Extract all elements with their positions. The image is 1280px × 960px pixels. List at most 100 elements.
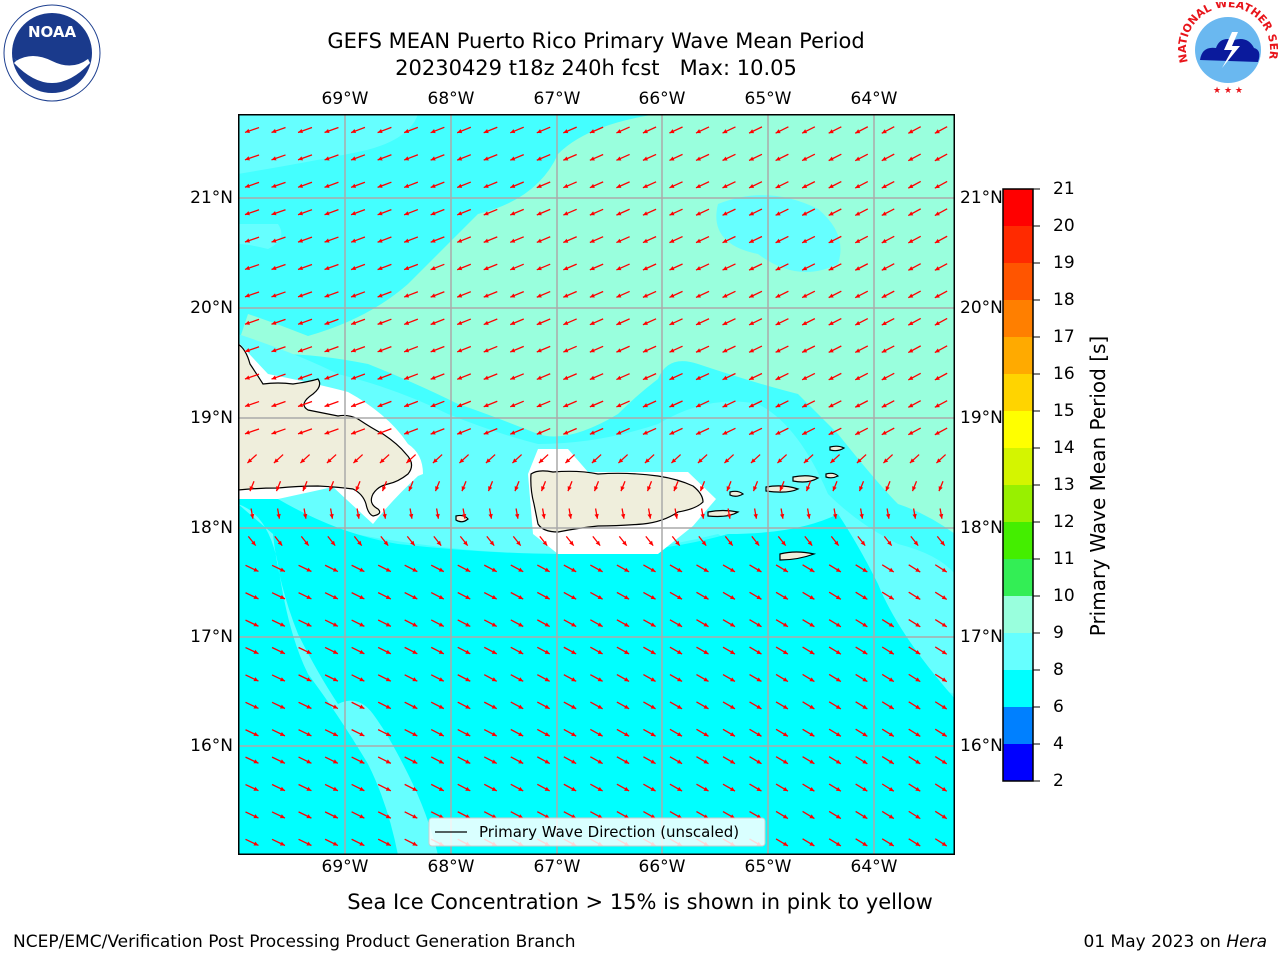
wave-direction-arrowhead (650, 786, 656, 792)
wave-direction-arrowhead (597, 622, 603, 627)
wave-direction-arrowhead (650, 814, 656, 819)
wave-direction-arrowhead (855, 293, 861, 298)
wave-direction-arrowhead (624, 704, 630, 709)
wave-direction-arrowhead (915, 814, 921, 819)
wave-direction-arrowhead (881, 403, 887, 408)
lon-label-top-69w: 69°W (321, 89, 369, 109)
wave-direction-arrowhead (775, 293, 781, 298)
colorbar-segment (1003, 300, 1033, 338)
wave-direction-arrowhead (622, 540, 627, 546)
lon-label-top-67w: 67°W (533, 89, 581, 109)
wave-direction-arrowhead (855, 430, 861, 435)
wave-direction-arrowhead (730, 814, 736, 819)
footer-credit: NCEP/EMC/Verification Post Processing Pr… (13, 932, 576, 952)
wave-direction-arrowhead (571, 814, 577, 819)
wave-direction-arrowhead (298, 128, 303, 134)
wave-direction-arrowhead (908, 184, 914, 189)
wave-direction-arrowhead (624, 677, 630, 682)
wave-direction-arrowhead (695, 293, 701, 298)
wave-direction-arrowhead (306, 814, 312, 819)
wave-direction-arrowhead (597, 595, 603, 600)
wave-direction-arrowhead (828, 403, 834, 408)
wave-direction-arrowhead (483, 430, 489, 435)
wave-direction-arrowhead (885, 513, 891, 519)
wave-direction-arrowhead (807, 540, 813, 546)
lon-label-bottom-64w: 64°W (850, 857, 898, 877)
wave-direction-arrowhead (298, 320, 303, 325)
wave-direction-arrowhead (624, 622, 630, 627)
wave-direction-arrowhead (941, 786, 947, 792)
wave-direction-arrowhead (860, 540, 866, 546)
wave-direction-arrowhead (934, 129, 940, 134)
wave-direction-arrowhead (650, 677, 656, 682)
wave-direction-arrowhead (491, 595, 497, 600)
wave-direction-arrowhead (888, 567, 894, 572)
wave-direction-arrowhead (722, 238, 728, 243)
wave-direction-arrowhead (669, 430, 675, 435)
wave-direction-arrowhead (650, 759, 656, 764)
wave-direction-arrowhead (541, 513, 546, 519)
wave-direction-arrowhead (536, 375, 542, 380)
wave-direction-arrowhead (775, 238, 781, 243)
wave-direction-arrowhead (941, 649, 947, 655)
wave-direction-arrowhead (410, 540, 415, 546)
wave-direction-arrowhead (359, 567, 365, 572)
wave-direction-arrowhead (359, 622, 365, 627)
wave-direction-arrowhead (351, 320, 357, 325)
wave-direction-arrowhead (908, 156, 914, 161)
wave-direction-arrowhead (457, 266, 463, 271)
wave-direction-arrowhead (908, 266, 914, 271)
wave-direction-arrowhead (536, 266, 542, 271)
wave-direction-arrowhead (624, 567, 630, 572)
legend-text: Primary Wave Direction (unscaled) (479, 823, 739, 841)
wave-direction-arrowhead (669, 183, 675, 188)
wave-direction-arrowhead (353, 458, 359, 464)
wave-direction-arrowhead (881, 184, 887, 189)
wave-direction-arrowhead (253, 649, 259, 654)
wave-direction-arrowhead (518, 649, 524, 654)
wave-direction-arrowhead (802, 321, 808, 325)
wave-direction-arrowhead (677, 704, 683, 709)
wave-direction-arrowhead (828, 430, 834, 435)
wave-direction-arrowhead (483, 320, 489, 325)
wave-direction-arrowhead (298, 375, 303, 380)
wave-direction-arrowhead (888, 622, 894, 627)
wave-direction-arrowhead (777, 458, 783, 464)
wave-direction-arrowhead (650, 704, 656, 709)
wave-direction-arrowhead (324, 320, 330, 325)
wave-direction-arrowhead (675, 540, 680, 546)
wave-direction-arrowhead (881, 156, 887, 161)
wave-direction-arrowhead (510, 183, 516, 188)
wave-direction-arrowhead (329, 486, 334, 492)
wave-direction-arrowhead (724, 458, 730, 464)
wave-direction-arrowhead (624, 786, 630, 791)
wave-direction-arrowhead (730, 786, 736, 792)
wave-direction-arrowhead (271, 430, 277, 435)
wave-direction-arrowhead (544, 595, 550, 600)
lat-label-right-21n: 21°N (960, 188, 1003, 208)
wave-direction-arrowhead (934, 375, 940, 380)
wave-direction-arrowhead (594, 486, 599, 492)
wave-direction-arrowhead (722, 348, 728, 353)
wave-direction-arrowhead (859, 486, 864, 492)
wave-direction-arrowhead (934, 266, 940, 271)
wave-direction-arrowhead (809, 732, 815, 737)
wave-direction-arrowhead (620, 486, 625, 492)
wave-direction-arrowhead (597, 567, 603, 572)
wave-direction-arrowhead (298, 430, 303, 435)
wave-direction-arrowhead (483, 266, 489, 271)
colorbar-tick-label: 19 (1053, 253, 1075, 273)
colorbar-segment (1003, 744, 1033, 782)
wave-direction-arrowhead (563, 266, 569, 271)
wave-direction-arrowhead (359, 677, 365, 682)
wave-direction-arrowhead (491, 567, 497, 572)
period-pocket-1 (716, 195, 841, 272)
wave-direction-arrowhead (351, 375, 357, 380)
wave-direction-arrowhead (465, 567, 471, 572)
wave-direction-arrowhead (677, 649, 683, 655)
wave-direction-arrowhead (412, 677, 418, 682)
wave-direction-arrows (244, 126, 948, 847)
wave-direction-arrowhead (915, 704, 921, 710)
wave-direction-arrowhead (650, 567, 656, 572)
wave-direction-arrowhead (642, 293, 648, 298)
